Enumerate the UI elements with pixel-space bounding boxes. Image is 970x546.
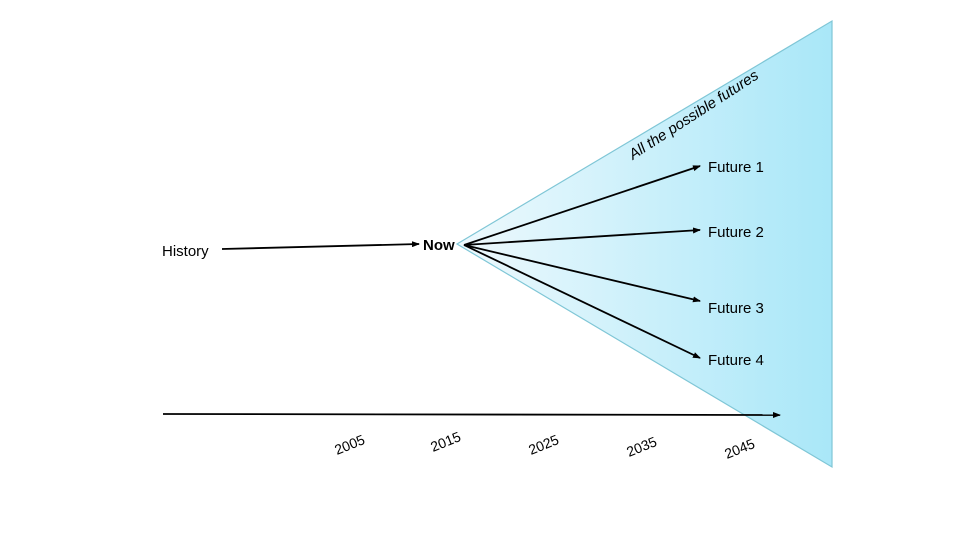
future-2-label: Future 2: [708, 224, 764, 241]
future-4-label: Future 4: [708, 352, 764, 369]
history-label: History: [162, 243, 209, 260]
year-label: 2035: [624, 433, 659, 460]
future-2-arrow: [463, 227, 701, 246]
possible-futures-cone: [455, 19, 833, 469]
year-label: 2025: [526, 431, 561, 458]
timeline-axis: [162, 411, 781, 418]
history-arrow: [221, 241, 420, 250]
year-label: 2005: [332, 431, 367, 458]
future-1-arrow: [463, 165, 701, 246]
future-3-label: Future 3: [708, 300, 764, 317]
year-label: 2045: [722, 435, 757, 462]
year-label: 2015: [428, 428, 463, 455]
future-3-arrow: [463, 244, 701, 303]
now-label: Now: [423, 237, 455, 254]
future-1-label: Future 1: [708, 159, 764, 176]
future-4-arrow: [463, 244, 701, 359]
